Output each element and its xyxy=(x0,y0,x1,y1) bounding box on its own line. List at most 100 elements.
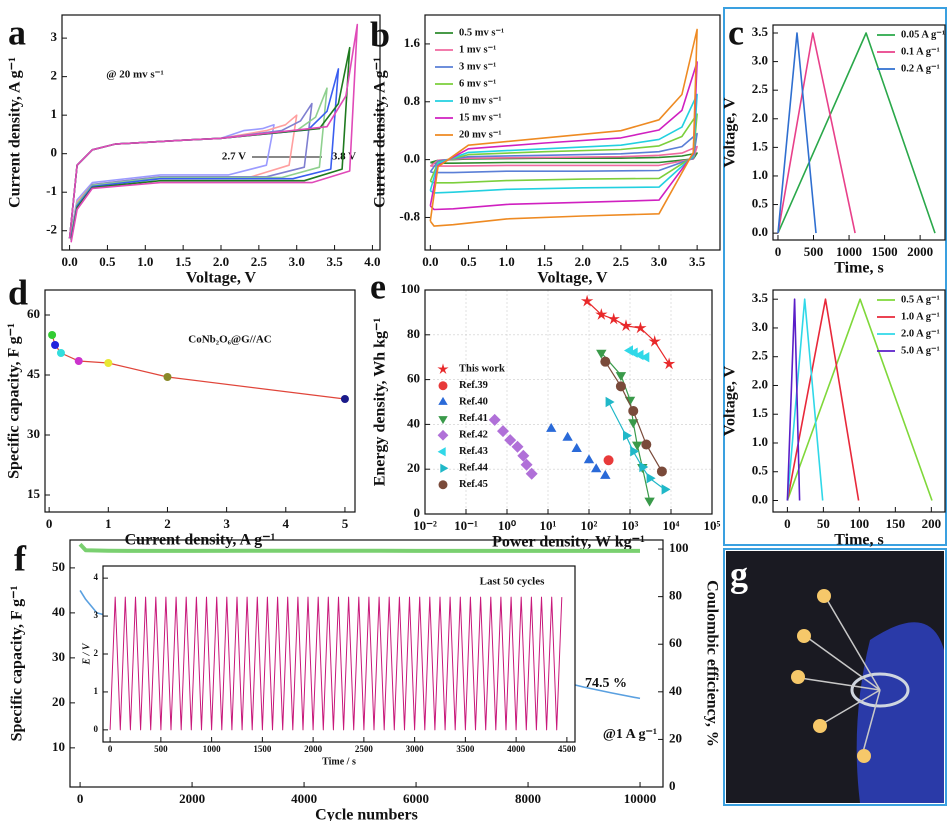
y-tick-label: 40 xyxy=(407,415,420,430)
x-tick-label: 2 xyxy=(164,516,171,531)
annotation: @ 20 mv s⁻¹ xyxy=(106,69,164,81)
x-tick-label: 0 xyxy=(784,516,791,531)
data-point xyxy=(504,434,517,447)
annotation: 74.5 % xyxy=(585,676,627,691)
legend-marker xyxy=(438,416,448,425)
x-tick-label: 2000 xyxy=(304,744,323,754)
y-tick-label: 30 xyxy=(27,426,40,441)
x-tick-label: 0.0 xyxy=(61,254,77,269)
data-line xyxy=(68,102,313,239)
x-tick-label: 0 xyxy=(46,516,53,531)
x-tick-label: 3 xyxy=(223,516,230,531)
y-tick-label: 2 xyxy=(94,648,99,658)
y2-tick-label: 100 xyxy=(669,540,689,555)
data-line xyxy=(78,542,640,553)
annotation: CoNb₂O₆@G//AC xyxy=(188,334,272,346)
data-point xyxy=(488,413,501,426)
y-tick-label: 50 xyxy=(52,559,65,574)
y-tick-label: 60 xyxy=(407,371,420,386)
data-point xyxy=(615,372,627,382)
data-point xyxy=(525,467,538,480)
data-line xyxy=(68,68,340,239)
annotation: Last 50 cycles xyxy=(480,576,545,588)
legend-label: 1 mv s⁻¹ xyxy=(459,44,496,55)
y-tick-label: 0 xyxy=(94,724,99,734)
x-tick-label: 1500 xyxy=(872,244,898,259)
y-tick-label: 10 xyxy=(52,739,65,754)
data-point xyxy=(661,484,671,495)
x-tick-label: 0.5 xyxy=(99,254,116,269)
plot-frame xyxy=(424,289,713,515)
data-line xyxy=(68,124,275,239)
plot-frame xyxy=(69,539,664,788)
legend-marker xyxy=(438,396,448,405)
data-point xyxy=(605,396,615,408)
y-tick-label: 2.0 xyxy=(752,376,768,391)
legend-label: 1.0 A g⁻¹ xyxy=(901,311,940,322)
data-line xyxy=(68,23,359,243)
y-tick-label: 45 xyxy=(27,366,41,381)
data-point xyxy=(571,443,582,452)
photo: g xyxy=(726,551,944,803)
legend-label: 0.05 A g⁻¹ xyxy=(901,29,945,40)
legend-label: 10 mv s⁻¹ xyxy=(459,95,502,106)
legend-marker xyxy=(437,447,446,457)
data-point xyxy=(51,341,60,349)
data-line xyxy=(777,32,817,234)
legend-label: 2.0 A g⁻¹ xyxy=(901,328,940,339)
x-tick-label: 3.0 xyxy=(651,254,667,269)
legend-marker xyxy=(437,363,449,374)
data-point xyxy=(630,446,640,457)
annotation: 2.7 V xyxy=(222,151,246,163)
y-tick-label: -1 xyxy=(46,183,57,198)
data-line xyxy=(109,596,563,731)
data-point xyxy=(340,395,349,403)
legend-label: 3 mv s⁻¹ xyxy=(459,61,496,72)
x-tick-label: 100 xyxy=(850,516,870,531)
x-tick-label: 150 xyxy=(886,516,906,531)
data-point xyxy=(74,357,83,365)
panel-c-frame xyxy=(723,7,947,546)
x-tick-label: 4500 xyxy=(558,744,577,754)
legend-label: 20 mv s⁻¹ xyxy=(459,129,502,140)
data-point xyxy=(641,439,652,450)
legend-label: Ref.45 xyxy=(459,479,488,490)
data-point xyxy=(607,312,620,325)
x-tick-label: 10⁻² xyxy=(413,518,437,533)
panel-g-frame xyxy=(723,548,947,806)
data-point xyxy=(640,352,650,363)
legend-label: Ref.39 xyxy=(459,380,488,391)
data-point xyxy=(600,469,611,479)
legend-marker xyxy=(437,429,449,441)
x-tick-label: 6000 xyxy=(403,791,429,806)
ring xyxy=(850,672,910,708)
data-point xyxy=(595,308,608,320)
x-tick-label: 0 xyxy=(775,244,782,259)
data-point xyxy=(628,419,639,429)
x-tick-label: 4.0 xyxy=(364,254,380,269)
y2-tick-label: 20 xyxy=(669,730,682,745)
x-tick-label: 10¹ xyxy=(540,518,557,533)
x-axis-title: Voltage, V xyxy=(186,270,257,287)
y-tick-label: 3.0 xyxy=(752,319,768,334)
y-tick-label: 3 xyxy=(51,29,58,44)
x-axis-title: Cycle numbers xyxy=(315,807,418,821)
y-axis-title: Specific capacity, F g⁻¹ xyxy=(9,585,26,741)
y-tick-label: 0.0 xyxy=(404,151,420,166)
data-line xyxy=(68,87,328,239)
x-axis-title: Time, s xyxy=(834,532,883,549)
y-tick-label: 2.5 xyxy=(752,348,769,363)
y-tick-label: 1.6 xyxy=(404,35,421,50)
x-tick-label: 0.0 xyxy=(422,254,438,269)
x-tick-label: 3500 xyxy=(456,744,475,754)
x-tick-label: 8000 xyxy=(515,791,541,806)
data-line xyxy=(777,32,856,234)
y-tick-label: 0.8 xyxy=(404,93,421,108)
y2-tick-label: 40 xyxy=(669,683,682,698)
y-tick-label: 2.5 xyxy=(752,81,769,96)
x-tick-label: 5 xyxy=(342,516,349,531)
panel-label: e xyxy=(370,266,386,306)
x-tick-label: 3.5 xyxy=(326,254,343,269)
glove xyxy=(856,622,944,803)
